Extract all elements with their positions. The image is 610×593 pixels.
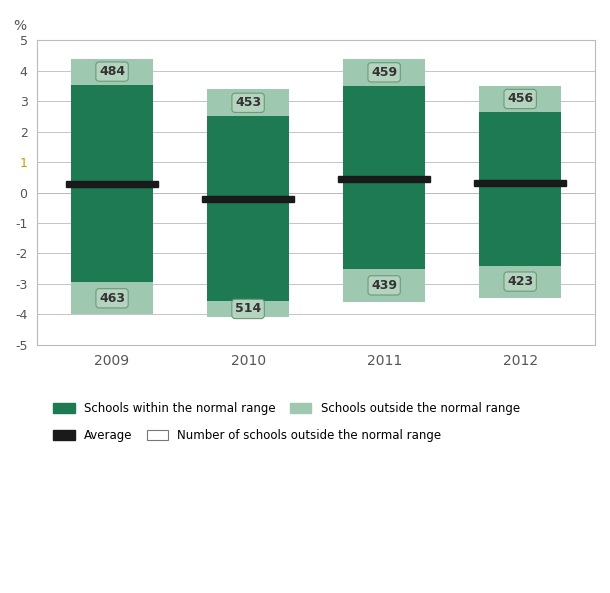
Text: 463: 463 (99, 292, 125, 305)
Bar (474, 180, 567, 186)
Legend: Average, Number of schools outside the normal range: Average, Number of schools outside the n… (49, 425, 447, 447)
Bar (71, 282, 153, 314)
Bar (71, 193, 153, 282)
Text: %: % (13, 19, 26, 33)
Bar (71, 59, 153, 85)
Text: 453: 453 (235, 96, 261, 109)
Bar (479, 112, 561, 193)
Text: 459: 459 (371, 66, 397, 79)
Bar (202, 196, 295, 202)
Bar (479, 86, 561, 112)
Bar (479, 266, 561, 298)
Bar (207, 193, 289, 301)
Bar (207, 89, 289, 116)
Bar (343, 269, 425, 302)
Bar (207, 116, 289, 193)
Text: 423: 423 (507, 275, 533, 288)
Bar (338, 176, 431, 182)
Text: 456: 456 (507, 93, 533, 106)
Bar (479, 193, 561, 266)
Bar (343, 193, 425, 269)
Bar (66, 181, 159, 187)
Text: 439: 439 (371, 279, 397, 292)
Bar (207, 301, 289, 317)
Bar (343, 86, 425, 193)
Bar (71, 85, 153, 193)
Text: 484: 484 (99, 65, 125, 78)
Text: 514: 514 (235, 302, 261, 315)
Bar (343, 59, 425, 86)
